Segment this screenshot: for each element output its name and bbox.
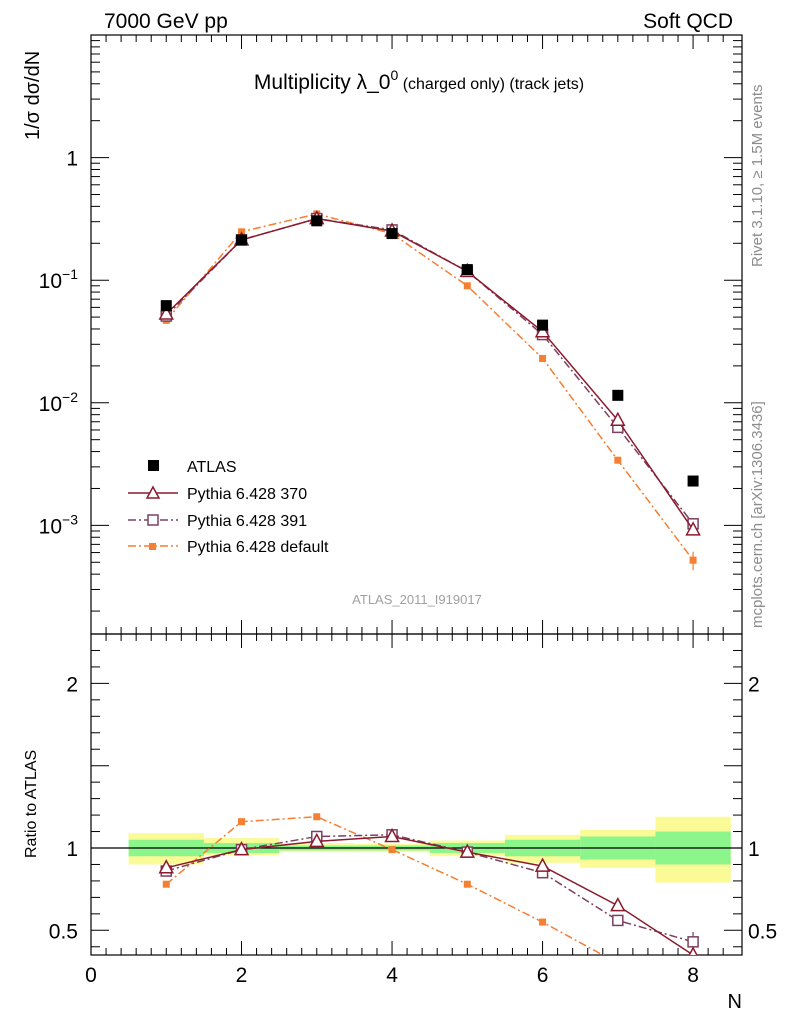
y-tick-label: 1 — [66, 148, 78, 171]
data-point — [612, 914, 624, 927]
header-right: Soft QCD — [643, 10, 733, 33]
watermark: ATLAS_2011_I919017 — [352, 592, 482, 607]
data-point — [384, 827, 400, 843]
y-tick-label: 10−1 — [39, 266, 79, 293]
data-point — [610, 897, 626, 912]
data-point — [238, 818, 246, 826]
data-point — [610, 411, 626, 427]
series-pythia-6-428-391 — [160, 212, 699, 530]
data-point — [537, 319, 549, 331]
y-axis-label-main: 1/σ dσ/dN — [22, 51, 44, 140]
legend-atlas-label: ATLAS — [187, 459, 237, 476]
data-point — [614, 456, 622, 464]
legend-atlas-marker — [148, 460, 159, 471]
data-point — [233, 841, 250, 856]
x-tick-label: 8 — [687, 964, 699, 987]
data-point — [687, 936, 699, 948]
legend-pdef-label: Pythia 6.428 default — [187, 539, 329, 556]
data-point — [612, 389, 624, 401]
data-point — [534, 323, 551, 338]
legend-p370-marker — [145, 485, 161, 499]
y-tick-label-right: 1 — [748, 838, 760, 861]
ratio-plot-frame: 2 2 1 1 0.5 0.5 0 2 4 6 8 — [49, 633, 777, 987]
data-point — [687, 475, 699, 487]
series-line — [165, 217, 694, 531]
y-tick-label-right: 2 — [748, 673, 760, 696]
legend: ATLAS Pythia 6.428 370 Pythia 6.428 391 … — [128, 459, 329, 556]
x-tick-label: 4 — [386, 964, 398, 987]
data-point — [534, 857, 551, 872]
data-point — [463, 282, 471, 290]
y-tick-label: 10−3 — [39, 511, 79, 538]
ratio-series-pythia-6-428-default — [162, 813, 605, 955]
frame-border — [90, 633, 743, 956]
y-tick-label-right: 0.5 — [748, 920, 777, 943]
data-point — [459, 843, 476, 858]
series-line — [165, 213, 694, 561]
series-atlas — [160, 215, 699, 487]
data-point — [688, 946, 698, 955]
header-left: 7000 GeV pp — [104, 10, 228, 33]
data-point — [313, 813, 321, 821]
rivet-label: Rivet 3.1.10, ≥ 1.5M events — [749, 85, 766, 268]
plot-title: Multiplicity λ_00 (charged only) (track … — [254, 67, 584, 94]
series-line — [166, 834, 694, 943]
x-tick-label: 2 — [236, 964, 248, 987]
data-point — [461, 264, 473, 276]
data-point — [309, 832, 325, 848]
y-tick-label: 2 — [66, 673, 78, 696]
x-axis-label: N — [728, 991, 742, 1013]
data-point — [160, 300, 172, 312]
data-point — [158, 305, 175, 320]
data-point — [311, 215, 323, 227]
y-tick-label: 0.5 — [49, 920, 78, 943]
ratio-series-pythia-6-428-370 — [158, 827, 698, 955]
data-point — [539, 354, 547, 362]
data-point — [162, 880, 170, 888]
legend-p370-label: Pythia 6.428 370 — [187, 486, 307, 503]
data-point — [158, 859, 175, 874]
series-line — [166, 835, 694, 955]
data-point — [236, 234, 248, 246]
data-point — [463, 880, 471, 888]
mcplots-label: mcplots.cern.ch [arXiv:1306.3436] — [749, 401, 766, 628]
legend-p391-label: Pythia 6.428 391 — [187, 513, 307, 530]
data-point — [685, 521, 701, 536]
legend-pdef-marker — [149, 543, 156, 550]
data-point — [689, 556, 697, 564]
y-tick-label: 10−2 — [39, 389, 79, 416]
x-tick-label: 0 — [85, 964, 97, 987]
y-tick-label: 1 — [66, 838, 78, 861]
y-axis-label-ratio: Ratio to ATLAS — [23, 750, 40, 858]
series-line — [165, 217, 694, 525]
legend-p391-marker — [147, 514, 159, 526]
x-tick-label: 6 — [537, 964, 549, 987]
main-plot-frame: 1 10−1 10−2 10−3 — [39, 34, 743, 635]
data-point — [388, 846, 396, 854]
data-point — [539, 918, 547, 926]
data-point — [386, 228, 398, 240]
